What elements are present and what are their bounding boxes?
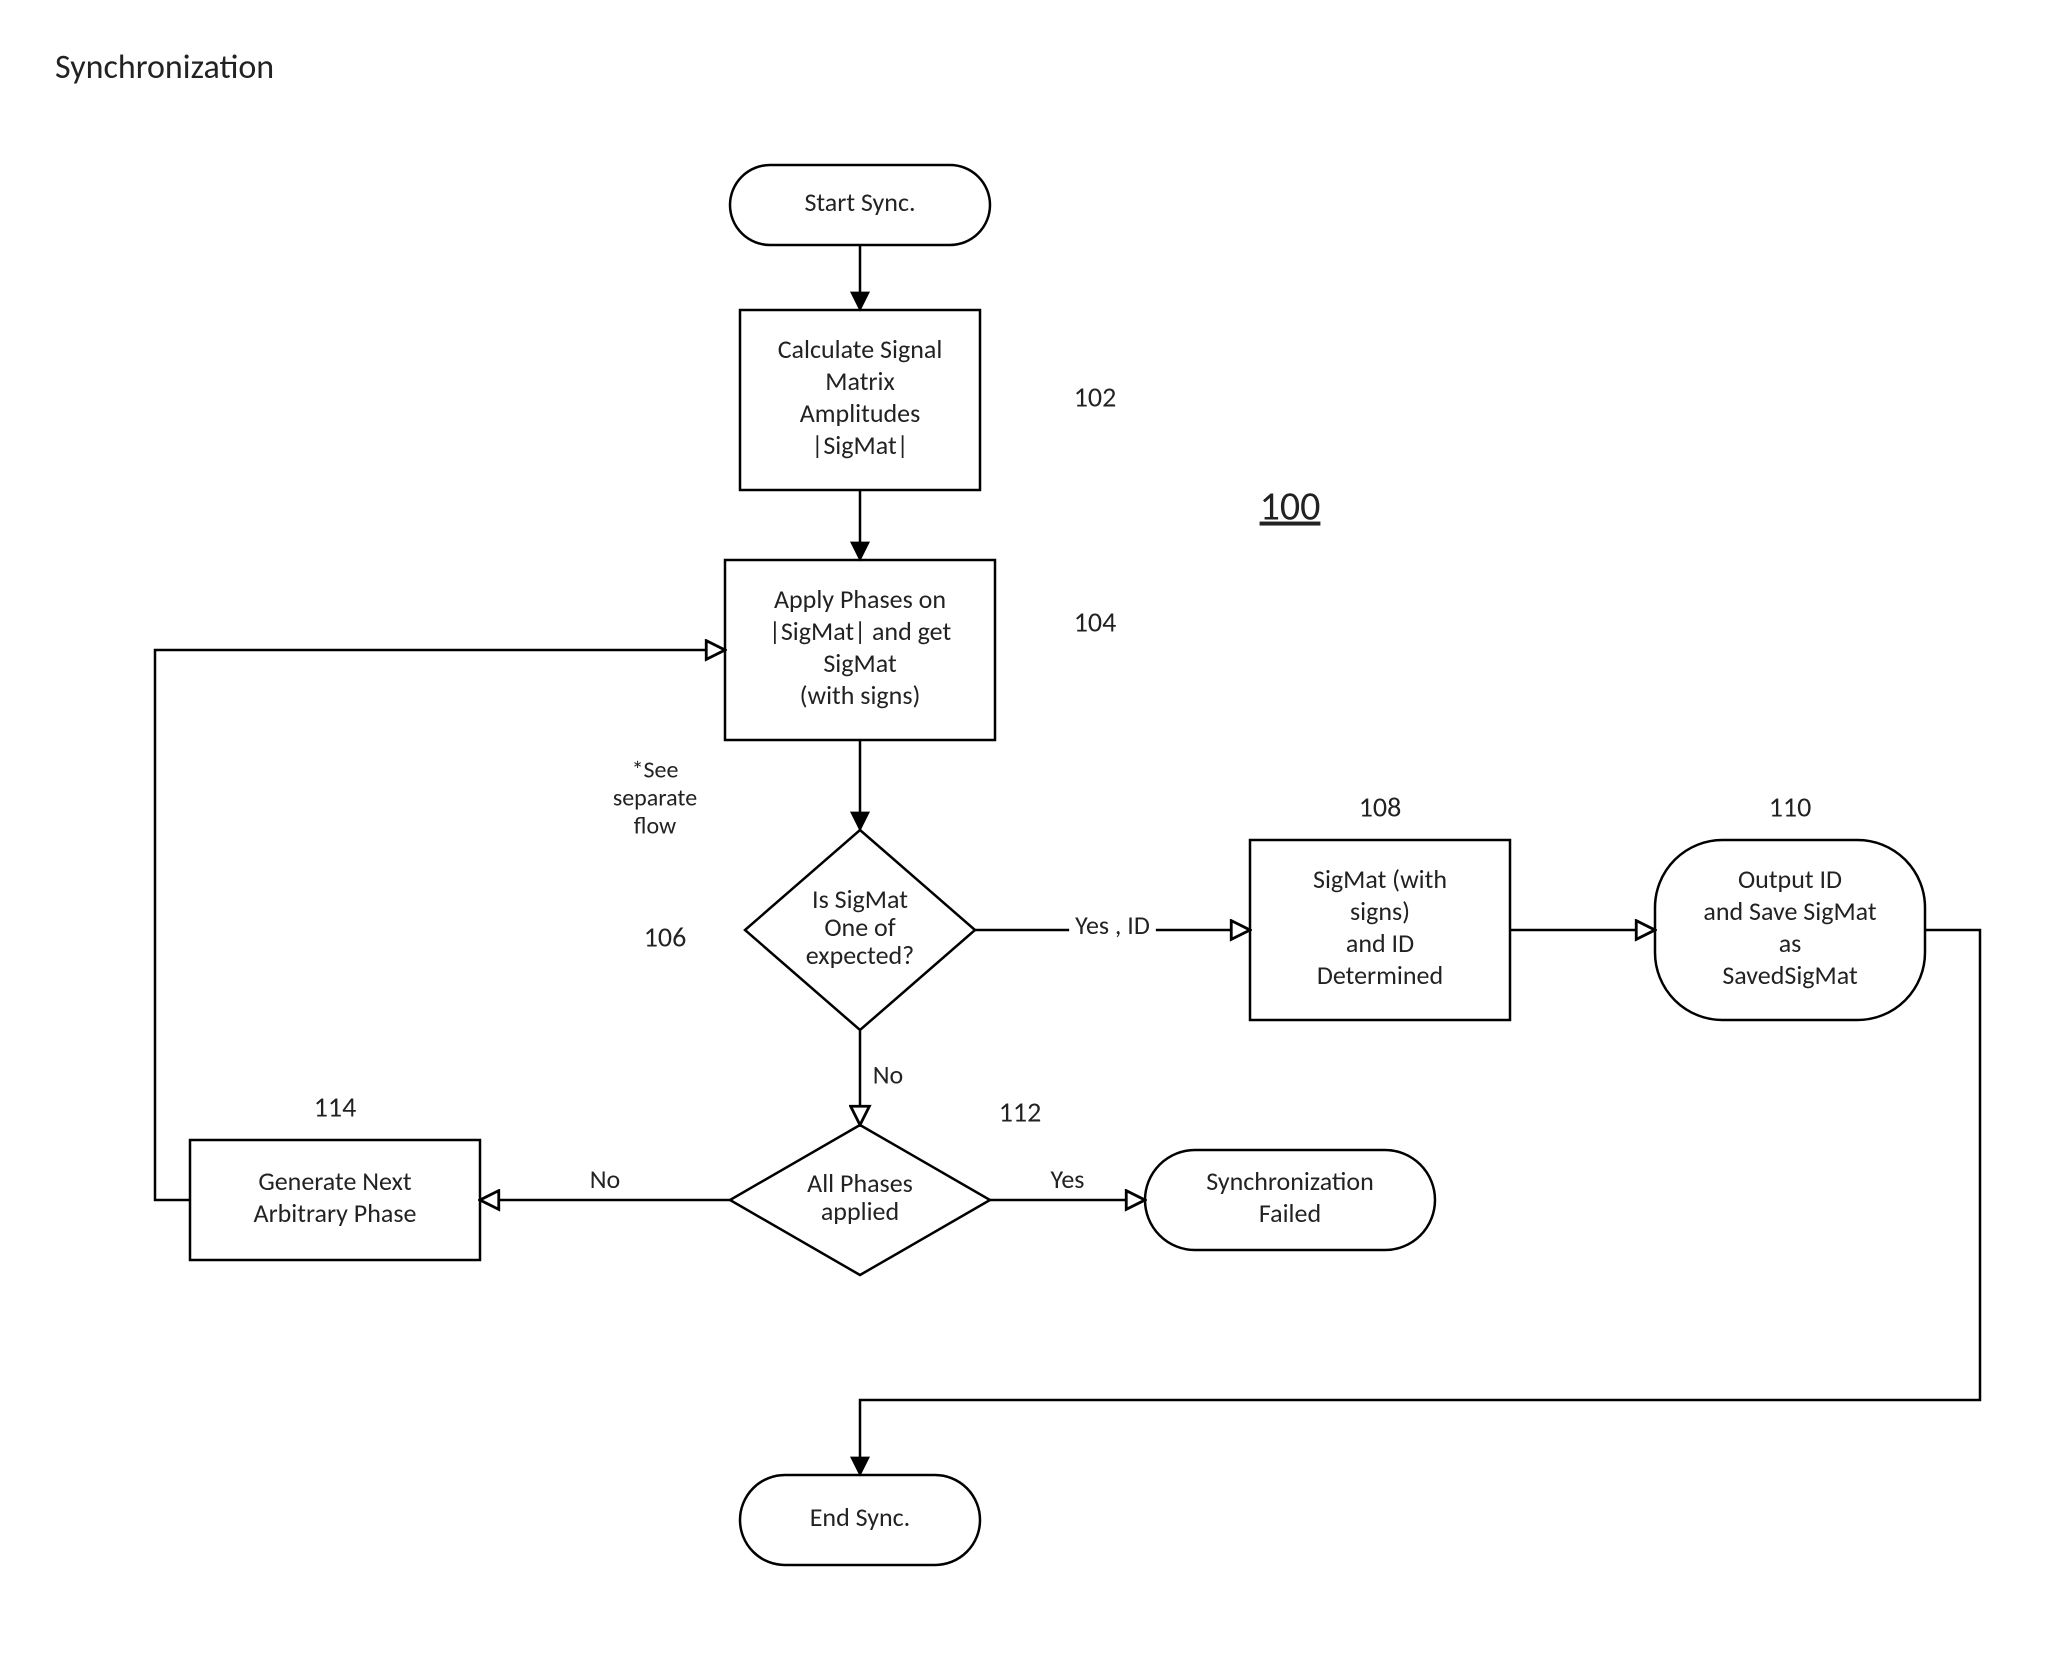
edge-label-3: Yes , ID bbox=[1075, 909, 1150, 941]
ref-output: 110 bbox=[1769, 790, 1812, 825]
svg-text:expected?: expected? bbox=[806, 939, 914, 971]
edge-genNext-to-apply bbox=[155, 650, 725, 1200]
svg-text:and ID: and ID bbox=[1346, 927, 1414, 959]
page-title: Synchronization bbox=[55, 47, 274, 88]
svg-text:Synchronization: Synchronization bbox=[1206, 1165, 1374, 1197]
svg-text:flow: flow bbox=[634, 812, 676, 841]
svg-text:End Sync.: End Sync. bbox=[810, 1501, 911, 1533]
ref-isSigmat: 106 bbox=[644, 920, 687, 955]
svg-text:Failed: Failed bbox=[1259, 1197, 1321, 1229]
svg-text:and Save SigMat: and Save SigMat bbox=[1703, 895, 1877, 927]
svg-text:Amplitudes: Amplitudes bbox=[800, 397, 921, 429]
svg-text:Arbitrary Phase: Arbitrary Phase bbox=[254, 1197, 417, 1229]
svg-text:*See: *See bbox=[632, 756, 679, 785]
ref-calc: 102 bbox=[1074, 380, 1117, 415]
svg-text:SigMat: SigMat bbox=[823, 647, 897, 679]
svg-text:(with signs): (with signs) bbox=[800, 679, 921, 711]
svg-text:|SigMat| and get: |SigMat| and get bbox=[769, 615, 952, 647]
svg-text:Start Sync.: Start Sync. bbox=[804, 186, 915, 218]
svg-text:Matrix: Matrix bbox=[825, 365, 894, 397]
figure-ref: 100 bbox=[1260, 482, 1321, 531]
svg-text:signs): signs) bbox=[1350, 895, 1410, 927]
svg-text:Output ID: Output ID bbox=[1738, 863, 1842, 895]
svg-text:Calculate Signal: Calculate Signal bbox=[778, 333, 943, 365]
svg-text:applied: applied bbox=[821, 1195, 899, 1227]
flowchart-canvas: Start Sync. Calculate SignalMatrixAmplitu… bbox=[0, 0, 2046, 1656]
ref-genNext: 114 bbox=[314, 1090, 357, 1125]
svg-text:SavedSigMat: SavedSigMat bbox=[1722, 959, 1858, 991]
svg-text:as: as bbox=[1779, 927, 1802, 959]
svg-text:|SigMat|: |SigMat| bbox=[811, 429, 908, 461]
svg-text:Generate Next: Generate Next bbox=[258, 1165, 412, 1197]
ref-sigmatDet: 108 bbox=[1359, 790, 1402, 825]
ref-apply: 104 bbox=[1074, 605, 1117, 640]
svg-text:Determined: Determined bbox=[1317, 959, 1443, 991]
edge-label-6: Yes bbox=[1051, 1163, 1085, 1195]
svg-text:Apply Phases on: Apply Phases on bbox=[774, 583, 946, 615]
svg-text:separate: separate bbox=[613, 784, 697, 813]
ref-allPhases: 112 bbox=[999, 1095, 1042, 1130]
edge-label-5: No bbox=[873, 1059, 904, 1091]
svg-text:SigMat (with: SigMat (with bbox=[1313, 863, 1447, 895]
edge-label-7: No bbox=[590, 1163, 621, 1195]
